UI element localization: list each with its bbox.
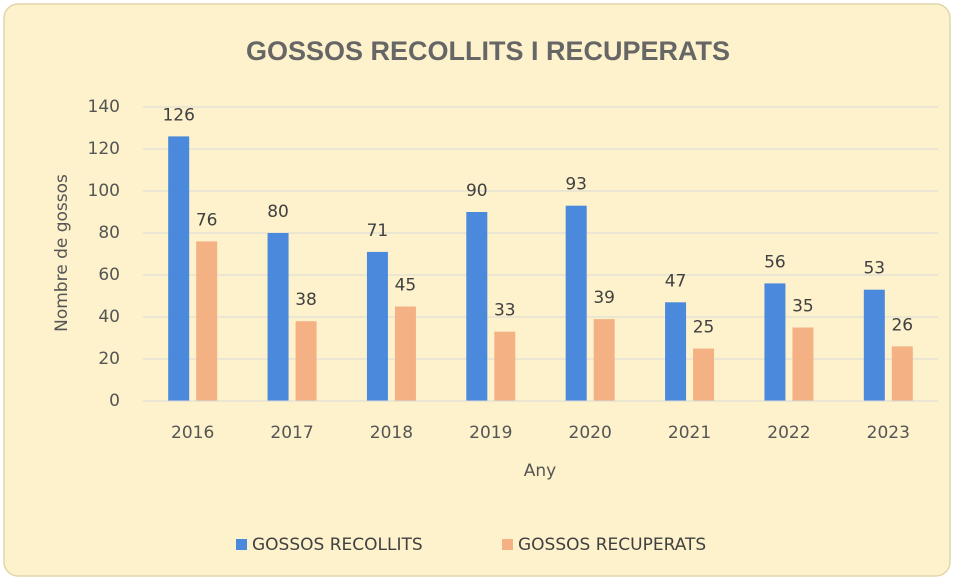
- bar: [196, 241, 218, 401]
- x-axis-title: Any: [524, 461, 556, 481]
- bar: [665, 302, 687, 401]
- data-label: 35: [792, 297, 814, 317]
- y-tick-label: 100: [88, 181, 120, 201]
- bar: [168, 136, 190, 401]
- data-label: 80: [267, 202, 289, 222]
- x-tick-label: 2018: [370, 423, 413, 443]
- data-label: 47: [665, 271, 687, 291]
- data-label: 126: [162, 105, 194, 125]
- y-tick-label: 120: [88, 139, 120, 159]
- legend-swatch: [236, 539, 247, 550]
- y-tick-label: 140: [88, 97, 120, 117]
- data-label: 90: [466, 181, 488, 201]
- data-label: 53: [863, 259, 885, 279]
- bar: [295, 321, 317, 401]
- bar: [267, 233, 289, 401]
- data-label: 38: [295, 290, 317, 310]
- x-tick-label: 2021: [668, 423, 711, 443]
- y-tick-label: 40: [98, 307, 120, 327]
- x-tick-label: 2020: [569, 423, 612, 443]
- bar: [693, 348, 715, 401]
- legend-swatch: [502, 539, 513, 550]
- bar: [494, 331, 516, 401]
- data-label: 56: [764, 252, 786, 272]
- bar: [764, 283, 786, 401]
- legend-label: GOSSOS RECOLLITS: [252, 535, 423, 555]
- y-tick-label: 20: [98, 349, 120, 369]
- y-tick-label: 0: [109, 391, 120, 411]
- data-label: 71: [367, 221, 389, 241]
- data-label: 93: [565, 175, 587, 195]
- bar: [394, 306, 416, 401]
- bar: [792, 327, 814, 401]
- bar: [593, 319, 615, 401]
- x-tick-label: 2019: [469, 423, 512, 443]
- chart-title: GOSSOS RECOLLITS I RECUPERATS: [246, 36, 730, 66]
- bar: [863, 289, 885, 401]
- x-tick-label: 2023: [867, 423, 910, 443]
- x-tick-label: 2016: [171, 423, 214, 443]
- y-tick-label: 60: [98, 265, 120, 285]
- data-label: 33: [494, 301, 516, 321]
- y-tick-label: 80: [98, 223, 120, 243]
- data-label: 25: [693, 318, 715, 338]
- x-tick-label: 2017: [270, 423, 313, 443]
- bar: [891, 346, 913, 401]
- x-tick-label: 2022: [767, 423, 810, 443]
- bar: [565, 205, 587, 401]
- data-label: 39: [593, 288, 615, 308]
- bar: [466, 212, 488, 401]
- data-label: 26: [891, 315, 913, 335]
- data-label: 76: [196, 210, 218, 230]
- y-axis-title: Nombre de gossos: [52, 174, 72, 332]
- data-label: 45: [395, 276, 417, 296]
- bar: [366, 251, 388, 401]
- legend-label: GOSSOS RECUPERATS: [518, 535, 706, 555]
